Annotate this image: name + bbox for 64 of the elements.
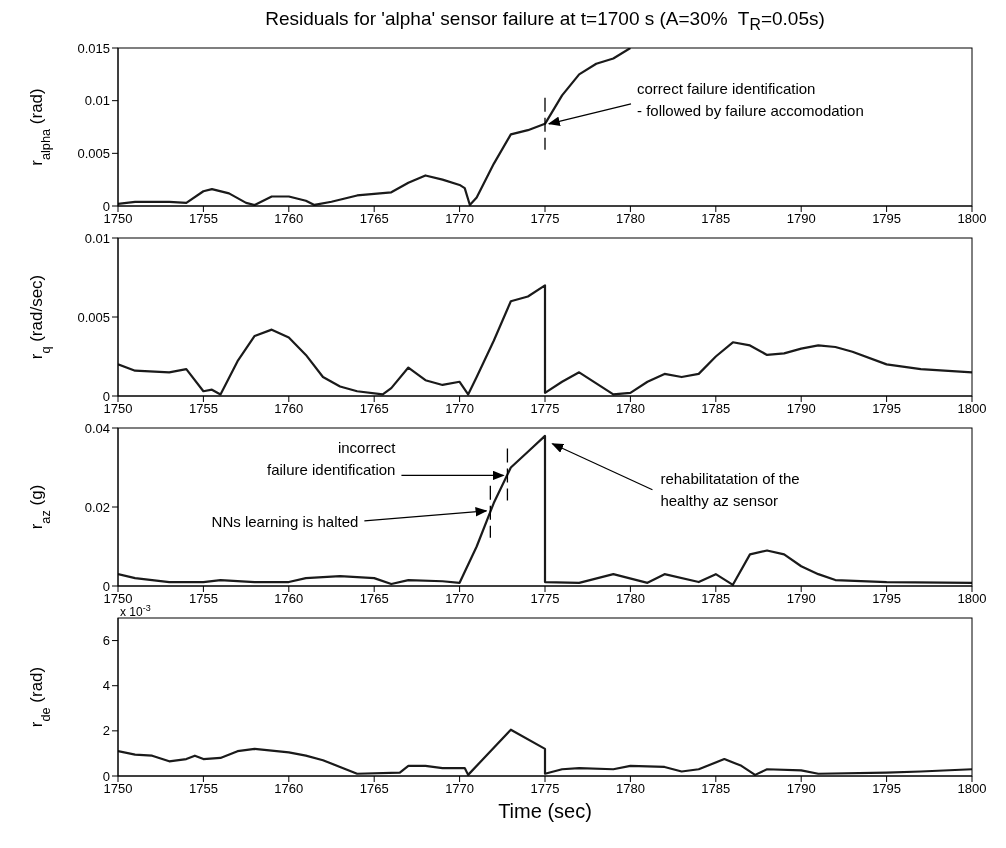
x-tick-label: 1800 [957, 401, 987, 417]
y-tick-label: 0.02 [84, 499, 110, 515]
y-tick-label: 0.04 [84, 420, 110, 436]
x-tick-label: 1760 [274, 781, 304, 797]
x-tick-label: 1750 [103, 211, 133, 227]
x-axis-title: Time (sec) [497, 800, 593, 823]
y-tick-label: 0 [102, 198, 110, 214]
x-tick-label: 1775 [530, 211, 560, 227]
x-tick-label: 1755 [188, 781, 218, 797]
x-tick-label: 1795 [872, 781, 902, 797]
x-tick-label: 1750 [103, 401, 133, 417]
x-tick-label: 1775 [530, 781, 560, 797]
y-tick-label: 0 [102, 768, 110, 784]
y-tick-label: 0.005 [77, 309, 110, 325]
x-tick-label: 1765 [359, 591, 389, 607]
x-tick-label: 1800 [957, 591, 987, 607]
x-tick-label: 1755 [188, 591, 218, 607]
annotation: incorrect failure identification [267, 439, 397, 479]
x-tick-label: 1765 [359, 401, 389, 417]
x-tick-label: 1750 [103, 781, 133, 797]
x-tick-label: 1775 [530, 401, 560, 417]
y-tick-label: 0 [102, 388, 110, 404]
x-tick-label: 1755 [188, 401, 218, 417]
x-tick-label: 1765 [359, 781, 389, 797]
annotation: rehabilitatation of the healthy az sensor [660, 469, 800, 509]
x-tick-label: 1785 [701, 401, 731, 417]
y-tick-label: 0.015 [77, 40, 110, 56]
x-tick-label: 1780 [615, 591, 645, 607]
line-series [118, 48, 632, 206]
x-tick-label: 1770 [445, 211, 475, 227]
annotation: correct failure identification - followed by failure accomodation [637, 79, 864, 119]
x-tick-label: 1780 [615, 211, 645, 227]
y-tick-label: 2 [102, 723, 110, 739]
y-tick-label: 0.01 [84, 230, 110, 246]
x-tick-label: 1770 [445, 591, 475, 607]
x-tick-label: 1790 [786, 781, 816, 797]
x-tick-label: 1795 [872, 401, 902, 417]
x-tick-label: 1800 [957, 781, 987, 797]
x-tick-label: 1775 [530, 591, 560, 607]
annotation: NNs learning is halted [211, 512, 359, 530]
x-tick-label: 1785 [701, 781, 731, 797]
chart-title: Residuals for 'alpha' sensor failure at t=1700 s (A=30% T$_{R}$=0.05s) [264, 8, 826, 35]
x-tick-label: 1780 [615, 781, 645, 797]
x-tick-label: 1770 [445, 781, 475, 797]
x-tick-label: 1785 [701, 211, 731, 227]
x-tick-label: 1795 [872, 211, 902, 227]
x-tick-label: 1795 [872, 591, 902, 607]
y-tick-label: 0.01 [84, 93, 110, 109]
x-tick-label: 1760 [274, 591, 304, 607]
x-tick-label: 1760 [274, 401, 304, 417]
x-tick-label: 1755 [188, 211, 218, 227]
x-tick-label: 1760 [274, 211, 304, 227]
y-tick-label: 0.005 [77, 145, 110, 161]
x-tick-label: 1790 [786, 401, 816, 417]
x-tick-label: 1785 [701, 591, 731, 607]
x-tick-label: 1790 [786, 211, 816, 227]
y-tick-label: 6 [102, 633, 110, 649]
y-tick-label: 4 [102, 678, 110, 694]
x-tick-label: 1770 [445, 401, 475, 417]
x-tick-label: 1790 [786, 591, 816, 607]
y-tick-label: 0 [102, 578, 110, 594]
x-tick-label: 1800 [957, 211, 987, 227]
x-tick-label: 1765 [359, 211, 389, 227]
x-tick-label: 1780 [615, 401, 645, 417]
